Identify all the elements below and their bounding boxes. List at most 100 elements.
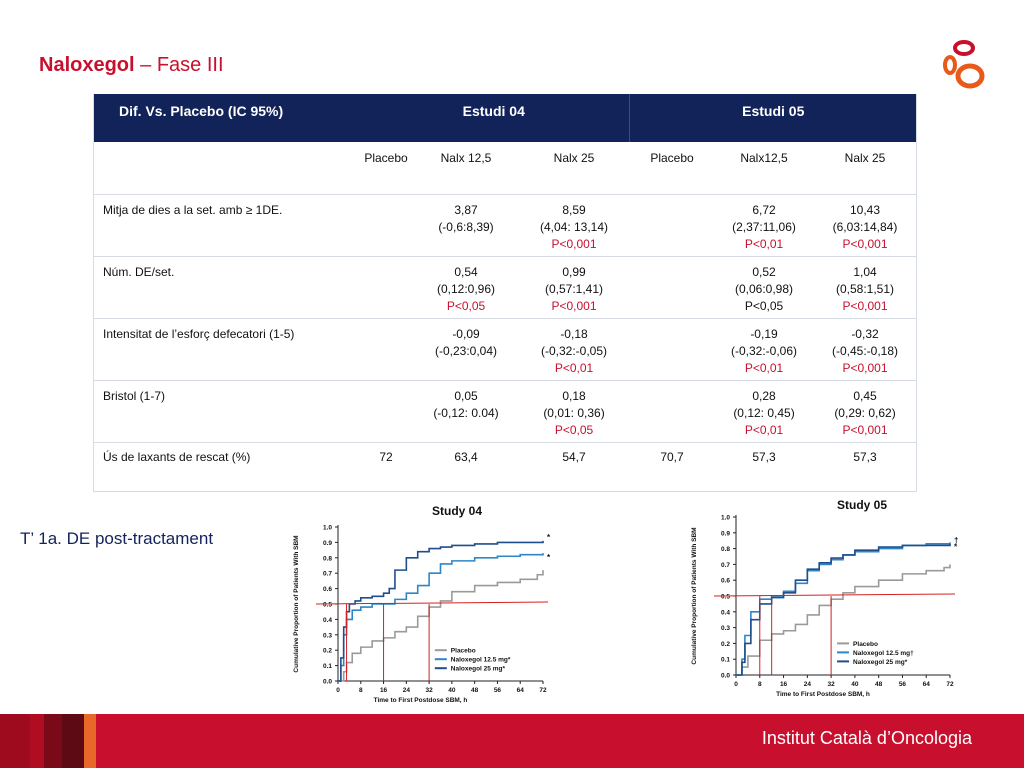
cell-value: -0,09: [452, 326, 480, 341]
y-tick-label: 0.8: [323, 555, 332, 562]
table-cell: 0,18 (0,01: 0,36) P<0,05: [519, 380, 629, 443]
x-axis-label: Time to First Postdose SBM, h: [374, 697, 468, 704]
cell-value: 72: [379, 449, 393, 464]
y-tick-label: 0.2: [323, 648, 332, 655]
cell-value: 0,52: [752, 264, 776, 279]
table-cell: [359, 256, 413, 319]
p-value: P<0,01: [744, 236, 784, 251]
p-value: P<0,05: [446, 298, 486, 313]
subheader-cell: Nalx12,5: [715, 142, 813, 195]
cell-value: (-0,32:-0,05): [540, 343, 608, 358]
x-tick-label: 40: [448, 687, 456, 694]
significance-marker: †: [954, 536, 958, 545]
table-cell: 72: [359, 442, 413, 494]
results-table: Dif. Vs. Placebo (IC 95%) Estudi 04 Estu…: [93, 94, 917, 494]
y-axis-label: Cumulative Proportion of Patients With S…: [691, 527, 698, 664]
x-tick-label: 8: [758, 681, 762, 688]
y-tick-label: 0.5: [721, 594, 730, 601]
cell-value: -0,18: [560, 326, 588, 341]
p-value: P<0,001: [842, 360, 888, 375]
table-cell: [629, 256, 715, 319]
p-value: P<0,001: [842, 422, 888, 437]
legend-label: Naloxegol 25 mg*: [853, 659, 908, 666]
cell-value: (0,58:1,51): [835, 281, 895, 296]
row-label: Mitja de dies a la set. amb ≥ 1DE.: [93, 194, 359, 257]
series-line: [736, 542, 951, 676]
p-value: P<0,001: [551, 298, 597, 313]
y-tick-label: 0.3: [721, 625, 730, 632]
cell-value: (0,01: 0,36): [543, 405, 605, 420]
table-row: Ús de laxants de rescat (%) 72 63,4 54,7 70,…: [93, 442, 917, 494]
table-cell: 3,87 (-0,6:8,39): [413, 194, 519, 257]
cell-value: (0,06:0,98): [734, 281, 794, 296]
footer-stripe: [44, 714, 62, 768]
x-tick-label: 0: [336, 687, 340, 694]
cell-value: 0,05: [454, 388, 478, 403]
legend-label: Naloxegol 12.5 mg*: [451, 657, 511, 664]
cell-value: 1,04: [853, 264, 877, 279]
y-tick-label: 0.2: [721, 641, 730, 648]
table-cell: 0,99 (0,57:1,41) P<0,001: [519, 256, 629, 319]
table-row: Mitja de dies a la set. amb ≥ 1DE. 3,87 (-…: [93, 194, 917, 257]
x-axis-label: Time to First Postdose SBM, h: [776, 691, 870, 698]
cell-value: -0,32: [851, 326, 879, 341]
cell-value: (-0,45:-0,18): [831, 343, 899, 358]
y-tick-label: 0.9: [721, 530, 730, 537]
x-tick-label: 24: [403, 687, 411, 694]
cell-value: (0,29: 0,62): [834, 405, 896, 420]
x-tick-label: 16: [380, 687, 388, 694]
header-study1: Estudi 04: [359, 94, 629, 142]
row-label: Ús de laxants de rescat (%): [103, 449, 251, 464]
table-cell: 63,4: [413, 442, 519, 494]
table-cell: [359, 318, 413, 381]
table-cell: 57,3: [813, 442, 917, 494]
section-label: T’ 1a. DE post-tractament: [20, 529, 214, 548]
table-cell: 8,59 (4,04: 13,14) P<0,001: [519, 194, 629, 257]
x-tick-label: 56: [494, 687, 502, 694]
y-tick-label: 0.1: [323, 663, 332, 670]
cell-value: (6,03:14,84): [832, 219, 898, 234]
cell-value: (4,04: 13,14): [539, 219, 609, 234]
cell-value: 6,72: [752, 202, 776, 217]
subheader-cell: Nalx 12,5: [413, 142, 519, 195]
p-value: P<0,01: [554, 360, 594, 375]
p-value: P<0,01: [744, 360, 784, 375]
p-value: P<0,05: [554, 422, 594, 437]
cell-value: 0,54: [454, 264, 478, 279]
chart-title: Study 05: [837, 498, 887, 512]
table-cell: 10,43 (6,03:14,84) P<0,001: [813, 194, 917, 257]
y-tick-label: 0.4: [721, 609, 730, 616]
cell-value: (-0,32:-0,06): [730, 343, 798, 358]
cell-value: 0,45: [853, 388, 877, 403]
table-cell: 0,54 (0,12:0,96) P<0,05: [413, 256, 519, 319]
table-header: Dif. Vs. Placebo (IC 95%) Estudi 04 Estu…: [93, 94, 917, 142]
subheader-cell: Placebo: [629, 142, 715, 195]
table-cell: [629, 194, 715, 257]
footer-institution: Institut Català d’Oncologia: [761, 728, 972, 748]
table-cell: -0,09 (-0,23:0,04): [413, 318, 519, 381]
footer-stripe: [0, 714, 30, 768]
p-value: P<0,001: [842, 298, 888, 313]
y-tick-label: 1.0: [721, 515, 730, 522]
p-value: P<0,05: [744, 298, 784, 313]
x-tick-label: 72: [946, 681, 954, 688]
cell-value: -0,19: [750, 326, 778, 341]
table-cell: [629, 380, 715, 443]
cell-value: 63,4: [454, 449, 478, 464]
study05-chart: Study 05 0.0 0.1 0.2 0.3 0.4 0.5 0.6 0.7 0.8 0.9 1.…: [691, 498, 958, 698]
x-tick-label: 0: [734, 681, 738, 688]
significance-marker: *: [954, 542, 958, 551]
legend-label: Naloxegol 12.5 mg†: [853, 650, 914, 657]
cell-value: (0,57:1,41): [544, 281, 604, 296]
cell-value: 3,87: [454, 202, 478, 217]
x-tick-label: 56: [899, 681, 907, 688]
slide-title: Naloxegol – Fase III: [39, 54, 224, 77]
x-tick-label: 72: [539, 687, 547, 694]
table-cell: [359, 380, 413, 443]
y-tick-label: 0.7: [721, 562, 730, 569]
study04-chart: Study 04 0.0 0.1 0.2 0.3 0.4 0.5 0.6 0.7 0.8 0.9 1.…: [293, 504, 551, 704]
y-tick-label: 0.0: [721, 673, 730, 680]
subheader-cell: Nalx 25: [519, 142, 629, 195]
cell-value: 8,59: [562, 202, 586, 217]
series-line: [338, 570, 544, 682]
